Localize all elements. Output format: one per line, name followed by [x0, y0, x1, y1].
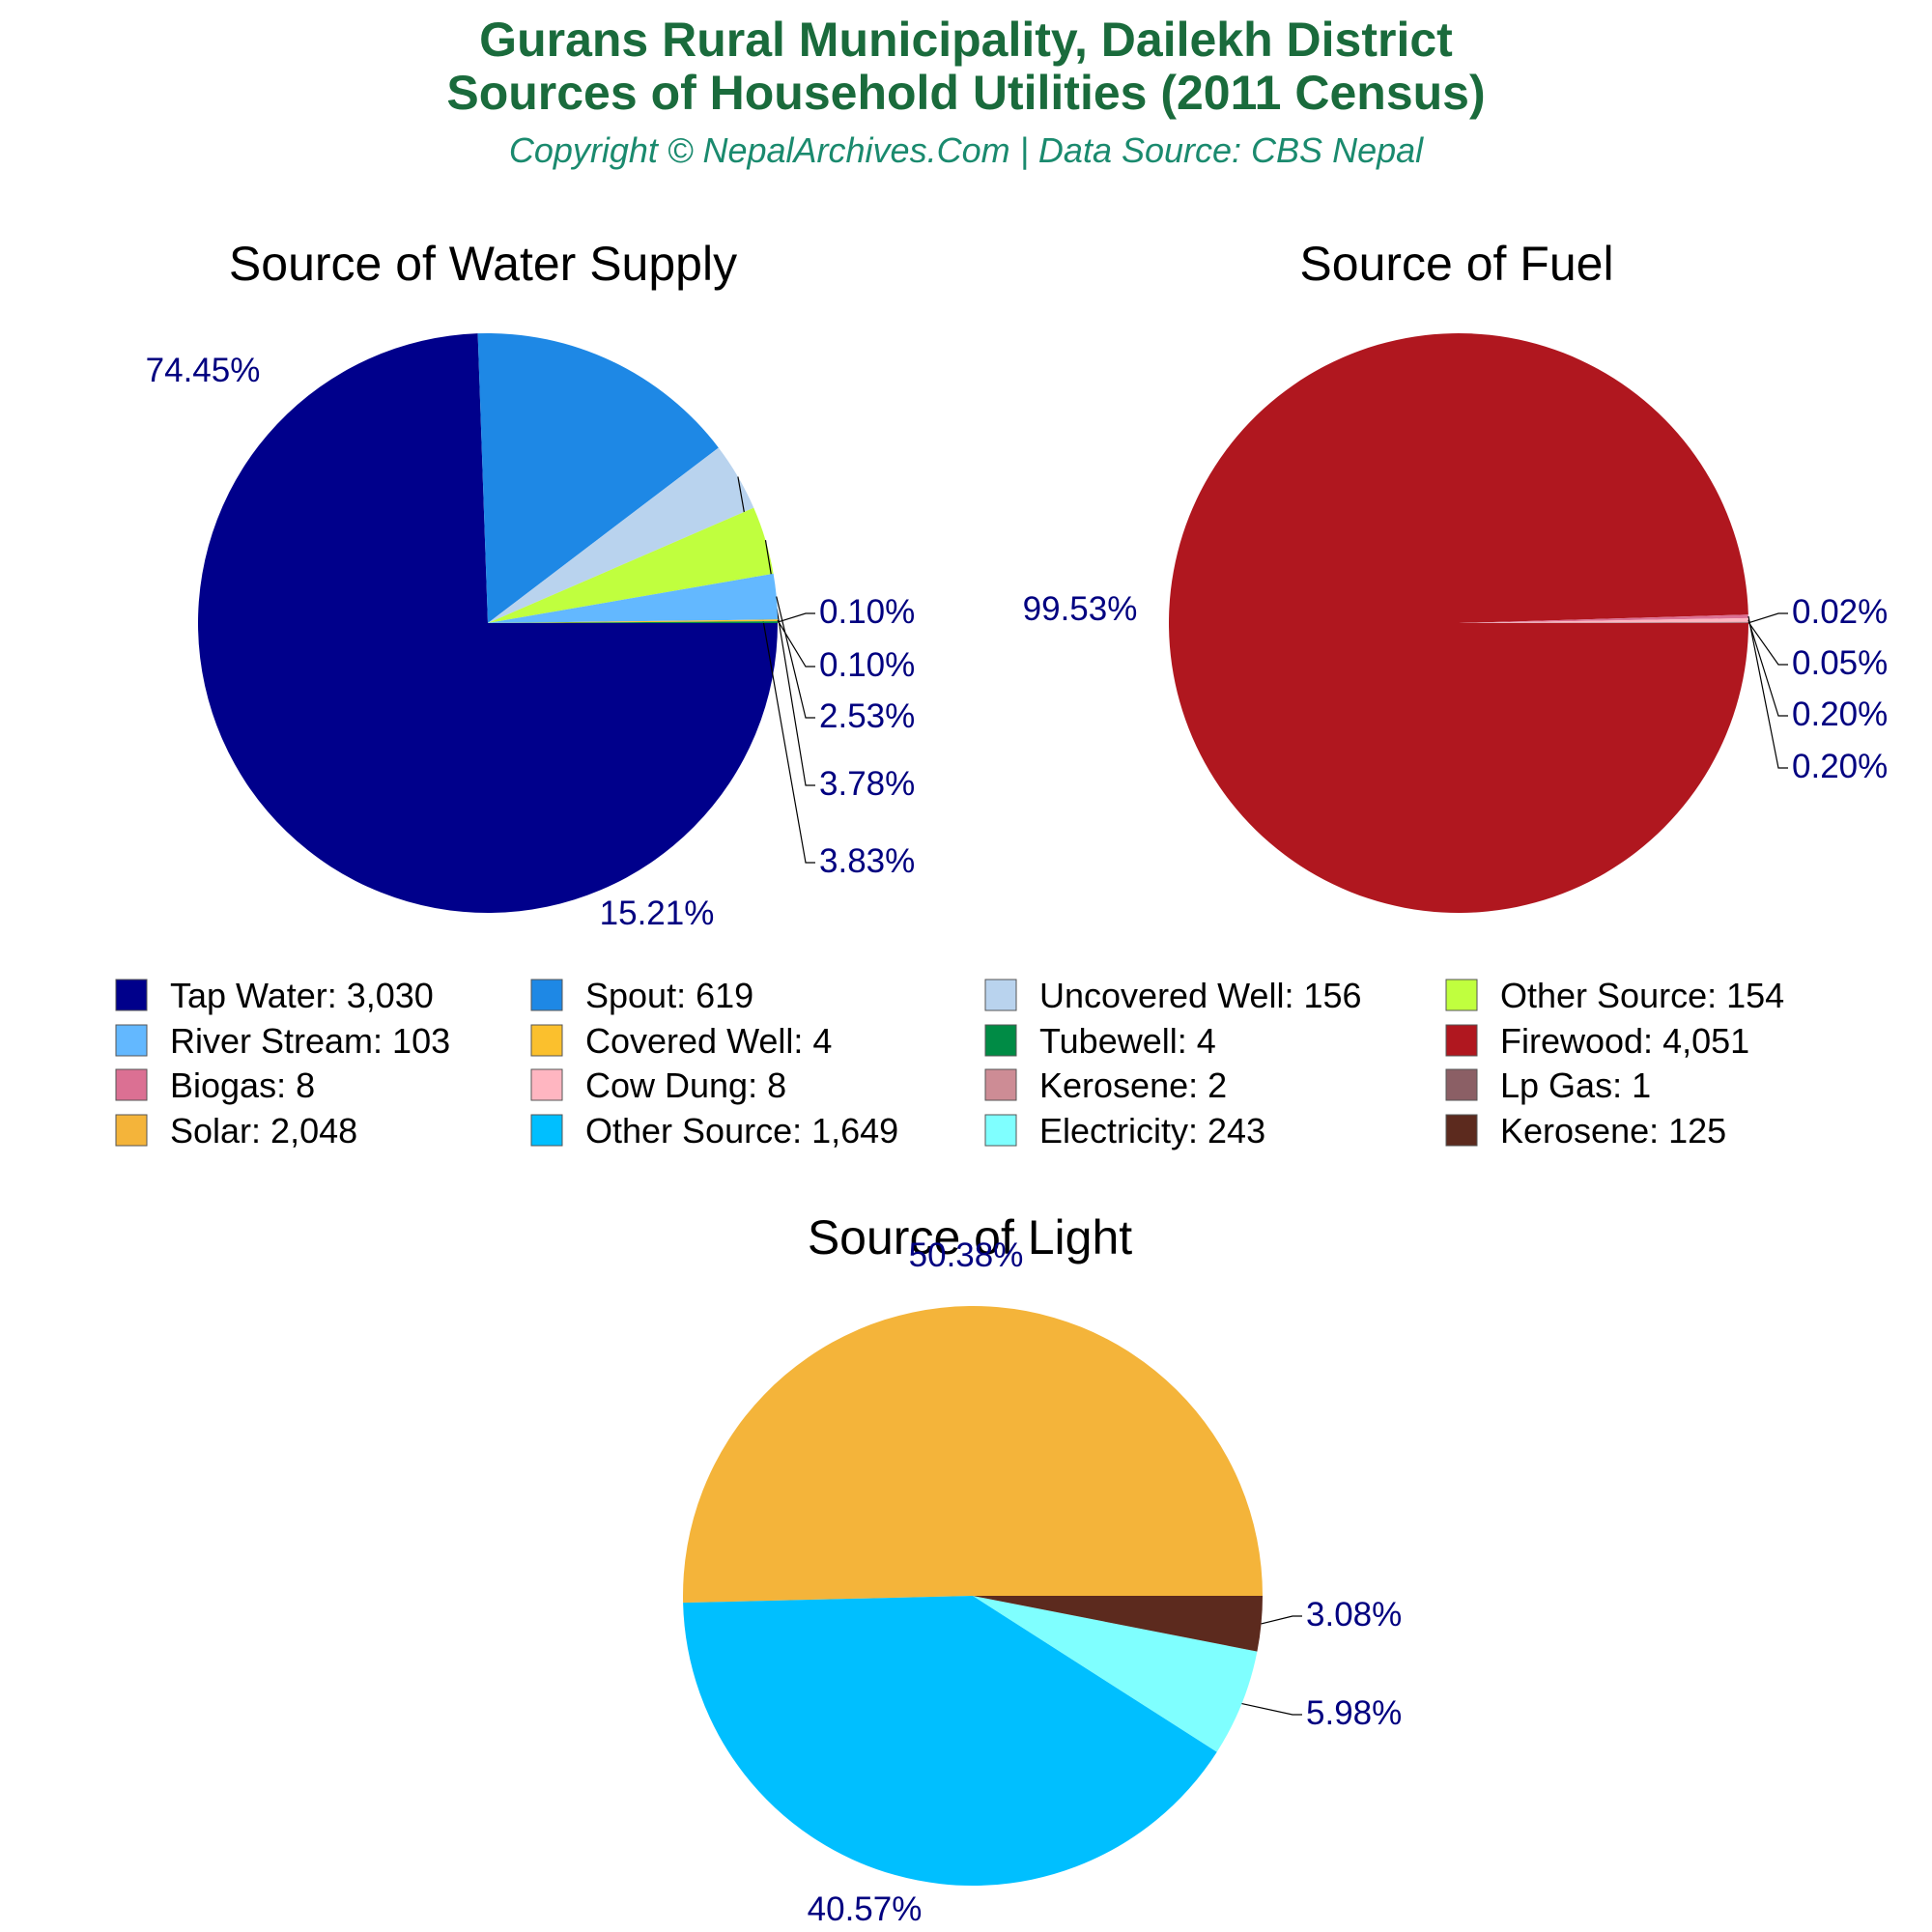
fuel-pie: 99.53% 0.20% 0.20% 0.05% 0.02%	[1023, 332, 1888, 913]
light-slice-kerosene	[973, 1596, 1263, 1652]
legend-swatch	[1445, 1068, 1478, 1101]
legend-swatch	[984, 1024, 1017, 1057]
water-pct-label-uncovered-well: 3.83%	[819, 842, 915, 880]
legend-swatch	[984, 979, 1017, 1011]
legend-label: Spout: 619	[585, 976, 753, 1015]
water-pct-label-other-source: 3.78%	[819, 765, 915, 803]
legend-item: Other Source: 1,649	[530, 1111, 898, 1151]
light-leader-electricity	[1241, 1702, 1302, 1716]
legend-label: Covered Well: 4	[585, 1021, 832, 1061]
fuel-pct-label-biogas: 0.20%	[1792, 748, 1888, 785]
legend-item: Firewood: 4,051	[1445, 1021, 1749, 1061]
legend-swatch	[530, 1068, 563, 1101]
light-pct-label-other-source: 40.57%	[808, 1890, 923, 1928]
legend-swatch	[1445, 1114, 1478, 1147]
legend-item: Kerosene: 125	[1445, 1111, 1726, 1151]
water-supply-pie: 74.45% 15.21% 3.83% 3.78% 2.53% 0.10% 0.10%	[146, 333, 915, 932]
fuel-pct-label-lp-gas: 0.02%	[1792, 593, 1888, 631]
legend-label: Kerosene: 2	[1039, 1065, 1227, 1105]
fuel-leader-biogas	[1747, 615, 1788, 769]
light-pct-label-solar: 50.38%	[909, 1236, 1024, 1274]
legend-label: Tubewell: 4	[1039, 1021, 1216, 1061]
fuel-leader-cow-dung	[1747, 619, 1788, 717]
fuel-pct-label-firewood: 99.53%	[1023, 590, 1138, 628]
water-slice-tap-water	[198, 333, 778, 913]
light-pie: 50.38% 40.57% 5.98% 3.08%	[683, 1236, 1402, 1928]
water-slice-uncovered-well	[488, 447, 754, 623]
light-slice-electricity	[973, 1596, 1258, 1752]
legend-swatch	[530, 1114, 563, 1147]
legend-item: Uncovered Well: 156	[984, 976, 1362, 1015]
water-pie-title: Source of Water Supply	[229, 237, 737, 291]
water-slice-river-stream	[488, 573, 778, 623]
legend-swatch	[115, 1114, 148, 1147]
legend-label: Other Source: 154	[1500, 976, 1784, 1015]
light-leader-kerosene	[1261, 1615, 1302, 1625]
legend-swatch	[115, 1068, 148, 1101]
legend-item: Tap Water: 3,030	[115, 976, 434, 1015]
light-pct-label-kerosene: 3.08%	[1306, 1596, 1402, 1634]
fuel-slice-firewood	[1169, 332, 1748, 913]
legend-label: Lp Gas: 1	[1500, 1065, 1651, 1105]
legend-item: Electricity: 243	[984, 1111, 1265, 1151]
legend-label: Biogas: 8	[170, 1065, 315, 1105]
water-leader-river-stream	[776, 596, 815, 719]
chart-title-line1: Gurans Rural Municipality, Dailekh Distr…	[479, 13, 1453, 67]
legend-item: Kerosene: 2	[984, 1065, 1227, 1105]
water-slice-spout	[477, 333, 719, 623]
legend-label: Other Source: 1,649	[585, 1111, 898, 1151]
fuel-pct-label-kerosene: 0.05%	[1792, 644, 1888, 682]
legend-label: Cow Dung: 8	[585, 1065, 786, 1105]
fuel-pie-title: Source of Fuel	[1299, 237, 1613, 291]
water-pct-label-covered-well: 0.10%	[819, 646, 915, 684]
legend-label: Firewood: 4,051	[1500, 1021, 1749, 1061]
legend-item: Tubewell: 4	[984, 1021, 1216, 1061]
fuel-slice-biogas	[1459, 614, 1748, 623]
legend-swatch	[1445, 1024, 1478, 1057]
light-pct-label-electricity: 5.98%	[1306, 1694, 1402, 1732]
legend-label: Solar: 2,048	[170, 1111, 357, 1151]
chart-subtitle: Copyright © NepalArchives.Com | Data Sou…	[509, 130, 1424, 170]
water-slice-covered-well	[488, 619, 778, 623]
water-leader-tubewell	[777, 612, 815, 623]
light-slice-solar	[683, 1305, 1263, 1604]
fuel-slice-kerosene	[1459, 621, 1748, 623]
legend-item: Biogas: 8	[115, 1065, 315, 1105]
fuel-pct-label-cow-dung: 0.20%	[1792, 696, 1888, 733]
legend-swatch	[115, 979, 148, 1011]
legend-item: Spout: 619	[530, 976, 753, 1015]
legend-swatch	[530, 979, 563, 1011]
legend-label: Kerosene: 125	[1500, 1111, 1726, 1151]
fuel-leader-lp-gas	[1747, 612, 1788, 624]
legend-item: Lp Gas: 1	[1445, 1065, 1651, 1105]
legend-item: River Stream: 103	[115, 1021, 450, 1061]
water-pct-label-spout: 15.21%	[600, 895, 715, 932]
water-slice-other-source	[488, 507, 774, 623]
legend-swatch	[1445, 979, 1478, 1011]
water-pct-label-tubewell: 0.10%	[819, 593, 915, 631]
legend-swatch	[984, 1068, 1017, 1101]
legend-item: Solar: 2,048	[115, 1111, 357, 1151]
legend-item: Other Source: 154	[1445, 976, 1784, 1015]
water-pct-label-tap-water: 74.45%	[146, 352, 261, 389]
legend-item: Covered Well: 4	[530, 1021, 832, 1061]
fuel-slice-cow-dung	[1459, 617, 1748, 623]
light-slice-other-source	[683, 1596, 1217, 1886]
legend-label: Tap Water: 3,030	[170, 976, 434, 1015]
legend-swatch	[115, 1024, 148, 1057]
fuel-leader-kerosene	[1747, 621, 1788, 666]
legend-swatch	[530, 1024, 563, 1057]
legend-label: Uncovered Well: 156	[1039, 976, 1362, 1015]
water-slice-tubewell	[488, 621, 778, 623]
chart-title-line2: Sources of Household Utilities (2011 Cen…	[446, 66, 1485, 120]
legend-label: Electricity: 243	[1039, 1111, 1265, 1151]
legend-swatch	[984, 1114, 1017, 1147]
light-pie-title: Source of Light	[808, 1210, 1132, 1264]
legend: Tap Water: 3,030 Spout: 619 Uncovered Well…	[115, 976, 1784, 1151]
water-leader-covered-well	[777, 619, 815, 668]
water-pct-label-river-stream: 2.53%	[819, 697, 915, 735]
legend-item: Cow Dung: 8	[530, 1065, 786, 1105]
legend-label: River Stream: 103	[170, 1021, 450, 1061]
